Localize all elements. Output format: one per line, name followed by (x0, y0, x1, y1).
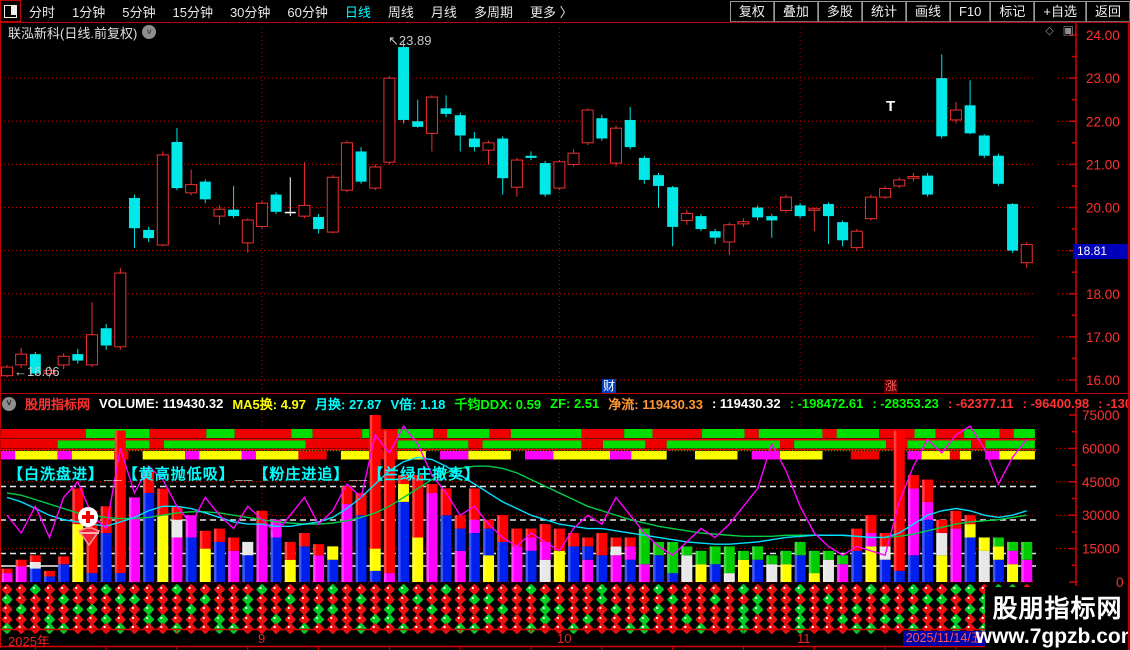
tool-item-3[interactable]: 统计 (861, 0, 906, 22)
svg-text:21.00: 21.00 (1086, 157, 1120, 172)
svg-text:17.00: 17.00 (1086, 330, 1120, 345)
indicator-value-12: : -96400.98 (1022, 396, 1090, 411)
indicator-value-5: 千钧DDX: 0.59 (454, 397, 542, 412)
svg-text:15000: 15000 (1082, 542, 1120, 557)
current-date-highlight: 2025/11/14/五 (903, 631, 986, 646)
watermark: 股朋指标网 www.7gpzb.com (976, 587, 1130, 650)
indicator-value-9: : -198472.61 (789, 396, 864, 411)
low-price-annotation: ←16.06 (14, 364, 60, 379)
high-price-annotation: ↖23.89 (388, 33, 432, 48)
strategy-label-6: 【兰绿庄撤卖】 (368, 466, 481, 483)
watermark-url: www.7gpzb.com (975, 624, 1130, 648)
period-item-8[interactable]: 月线 (430, 4, 457, 20)
indicator-value-1: VOLUME: 119430.32 (99, 396, 224, 411)
date-label-2: 10 (557, 631, 572, 646)
svg-text:20.00: 20.00 (1086, 201, 1120, 216)
grid-layer: 24.0023.0022.0021.0020.0019.0018.0017.00… (0, 22, 1120, 585)
svg-text:0: 0 (1116, 575, 1124, 590)
date-label-1: 9 (258, 631, 266, 646)
period-item-7[interactable]: 周线 (387, 4, 414, 20)
indicator-value-3: 月换: 27.87 (315, 397, 382, 412)
chart-corner-icons: ◇ ▣ (1045, 23, 1074, 37)
indicator-value-10: : -28353.23 (872, 396, 939, 411)
svg-text:18.00: 18.00 (1086, 287, 1120, 302)
svg-text:22.00: 22.00 (1086, 114, 1120, 129)
period-item-1[interactable]: 1分钟 (72, 4, 106, 20)
watermark-site-name: 股朋指标网 (992, 594, 1123, 623)
period-item-9[interactable]: 多周期 (473, 4, 513, 20)
tool-item-5[interactable]: F10 (949, 0, 991, 22)
frame-right (1128, 0, 1130, 650)
indicator-value-0: 股朋指标网 (25, 397, 91, 412)
tool-item-2[interactable]: 多股 (817, 0, 862, 22)
tool-item-6[interactable]: 标记 (990, 0, 1035, 22)
strategy-labels: 【白洗盘进】__【黄高抛低吸】__【粉庄进追】__【兰绿庄撤卖】 (8, 463, 480, 484)
date-label-3: 11 (797, 631, 811, 646)
chevron-down-icon[interactable]: ˅ (142, 25, 157, 39)
period-item-10[interactable]: 更多 〉 (529, 4, 573, 20)
strategy-label-1: __ (104, 466, 123, 483)
period-item-3[interactable]: 15分钟 (172, 4, 213, 20)
tools-menu: 复权 叠加 多股 统计 画线 F10 标记 +自选 返回 (729, 0, 1130, 22)
svg-text:30000: 30000 (1082, 508, 1120, 523)
strategy-label-0: 【白洗盘进】 (8, 466, 105, 483)
indicator-value-11: : -62377.11 (947, 396, 1014, 411)
indicator-value-2: MA5换: 4.97 (232, 397, 307, 412)
top-menu-bar: 分时 1分钟 5分钟 15分钟 30分钟 60分钟 日线 周线 月线 多周期 更多 〉 复权 叠加 多股… (0, 0, 1130, 23)
medic-cross-icon (78, 507, 98, 527)
date-label-0: 2025年 (8, 634, 50, 649)
indicator-value-4: V倍: 1.18 (390, 397, 446, 412)
svg-text:24.00: 24.00 (1086, 28, 1120, 43)
tool-item-7[interactable]: +自选 (1034, 0, 1086, 22)
frame-left (0, 0, 1, 648)
indicator-value-13: : -130424.86 (1098, 396, 1128, 411)
last-price-tag: 18.81 (1073, 244, 1130, 259)
period-item-5[interactable]: 60分钟 (287, 4, 328, 20)
indicator-header: ˅ 股朋指标网 VOLUME: 119430.32 MA5换: 4.97 月换: 27… (2, 395, 1128, 412)
svg-text:60000: 60000 (1082, 441, 1120, 456)
chart-title-row: 联泓新科(日线.前复权) ˅ (8, 24, 157, 41)
tool-item-8[interactable]: 返回 (1085, 0, 1130, 22)
period-item-6[interactable]: 日线 (344, 4, 371, 20)
period-menu: 分时 1分钟 5分钟 15分钟 30分钟 60分钟 日线 周线 月线 多周期 更多 〉 (29, 2, 573, 21)
candles-layer (1, 39, 1033, 378)
window-layout-icon[interactable] (0, 0, 21, 22)
collapse-chevron-icon[interactable]: ˅ (2, 396, 16, 411)
svg-text:23.00: 23.00 (1086, 71, 1120, 86)
tool-item-1[interactable]: 叠加 (773, 0, 818, 22)
strategy-label-5: __ (349, 466, 369, 483)
indicator-value-6: ZF: 2.51 (550, 396, 600, 411)
svg-text:75000: 75000 (1082, 408, 1120, 423)
diamond-icon[interactable]: ◇ (1045, 24, 1054, 37)
lower-panel-layer: 75000 60000 45000 30000 15000 0 (0, 408, 1124, 650)
indicator-value-7: 净流: 119430.33 (608, 397, 703, 412)
strategy-label-4: 【粉庄进追】 (253, 466, 350, 483)
svg-text:16.00: 16.00 (1086, 373, 1120, 388)
strategy-label-3: __ (234, 466, 254, 483)
page-title: 联泓新科(日线.前复权) (8, 25, 138, 41)
period-item-0[interactable]: 分时 (29, 4, 56, 20)
period-item-4[interactable]: 30分钟 (229, 4, 271, 20)
cai-badge: 财 (602, 379, 617, 393)
period-item-2[interactable]: 5分钟 (122, 4, 156, 20)
split-window-icon[interactable]: ▣ (1062, 23, 1074, 37)
panel-separator-line (0, 393, 1130, 394)
svg-text:45000: 45000 (1082, 475, 1120, 490)
t-mark-annotation: T (886, 98, 896, 115)
tool-item-0[interactable]: 复权 (729, 0, 774, 22)
strategy-label-2: 【黄高抛低吸】 (122, 466, 235, 483)
zhang-badge: 涨 (884, 379, 899, 393)
tool-item-4[interactable]: 画线 (905, 0, 950, 22)
indicator-value-8: : 119430.32 (711, 396, 781, 411)
gem-lips-icon (77, 527, 101, 547)
